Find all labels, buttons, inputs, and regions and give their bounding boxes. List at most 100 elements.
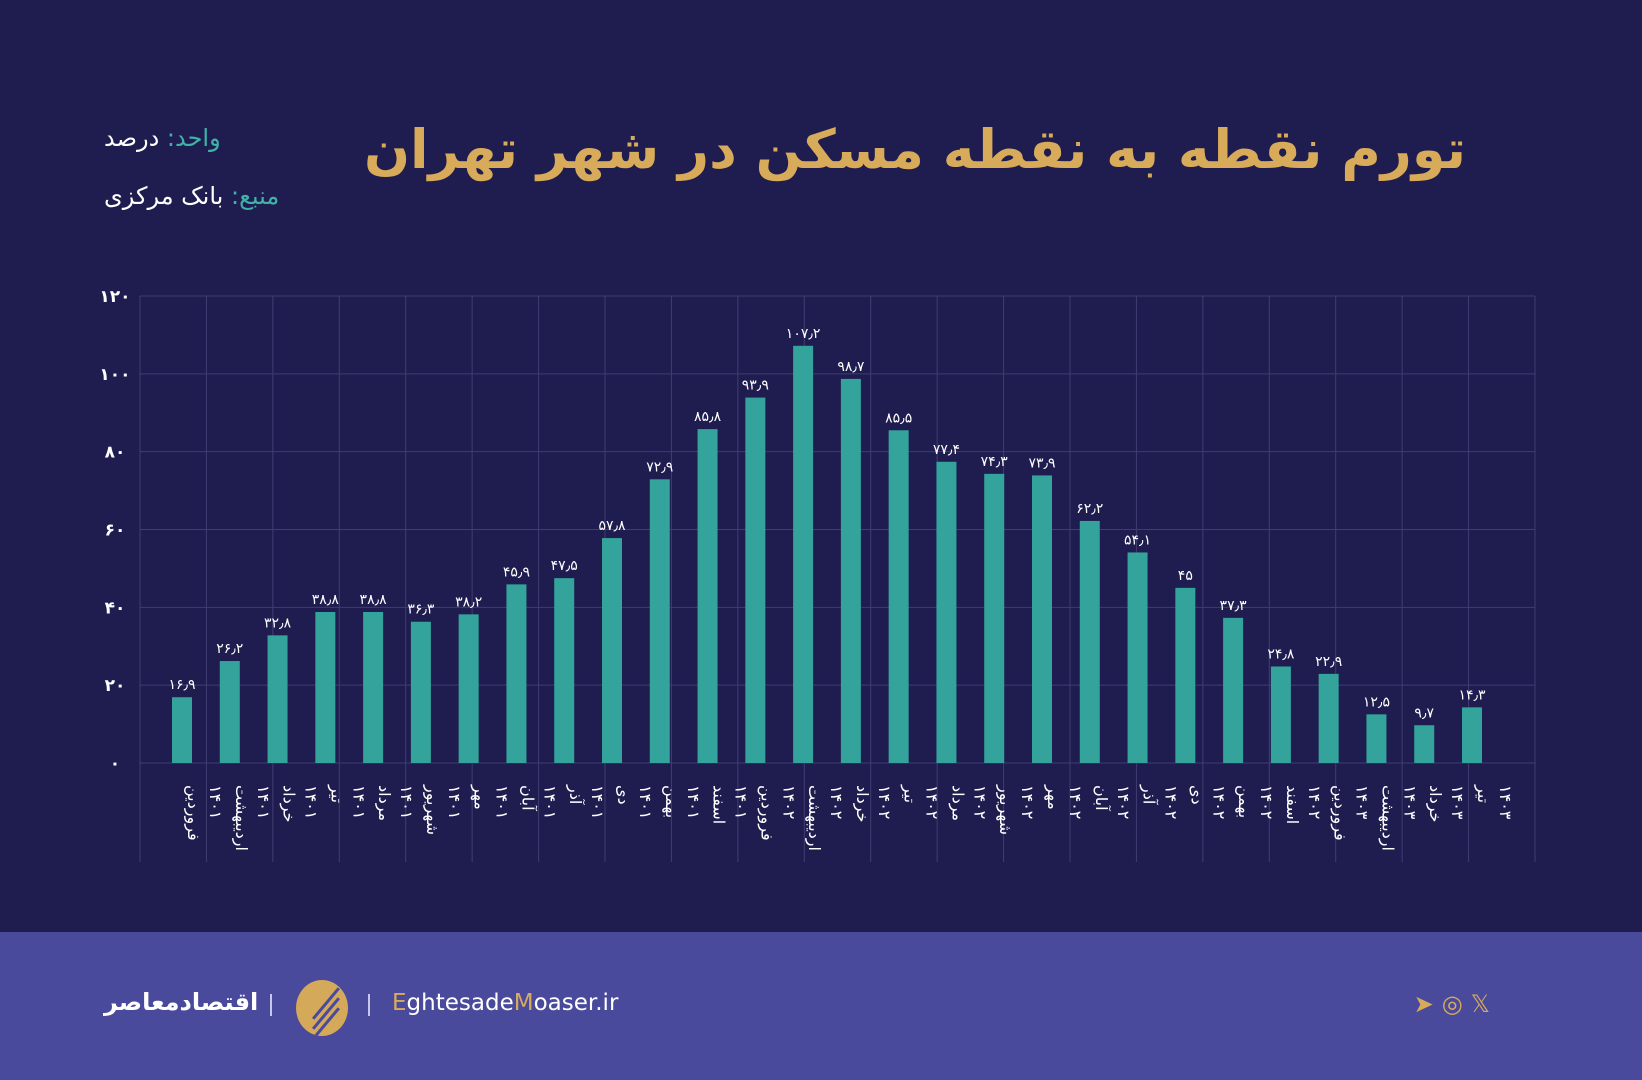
social-links: ➤ ◎ 𝕏 [1414,990,1490,1018]
bar [458,614,479,763]
data-label: ۷۲٫۹ [646,459,673,475]
x-tick-label: تیر ۱۴۰۲ [900,784,942,819]
x-tick-month: مرداد [947,785,967,821]
x-tick-month: اردیبهشت [231,785,251,851]
instagram-icon[interactable]: ◎ [1441,990,1463,1018]
y-tick-label: ۰ [110,754,120,774]
x-tick-month: خرداد [852,785,872,822]
unit-label: واحد: درصد [104,124,221,152]
divider [368,994,370,1016]
x-tick-label: دی ۱۴۰۱ [614,785,655,819]
x-tick-year: ۱۴۰۲ [1257,785,1276,819]
x-tick-year: ۱۴۰۲ [1066,785,1085,819]
brand-name: اقتصادمعاصر [104,988,259,1016]
bar [697,429,718,763]
bar [410,621,431,763]
x-tick-label: اسفند ۱۴۰۲ [1283,785,1324,824]
data-label: ۴۷٫۵ [551,558,578,574]
bar [363,612,384,763]
x-tick-month: تیر [1473,784,1493,803]
x-tick-month: آبان [1092,785,1111,812]
data-label: ۴۵ [1178,568,1193,584]
bar [219,661,240,763]
x-tick-year: ۱۴۰۱ [397,785,416,819]
x-tick-year: ۱۴۰۲ [1209,785,1228,819]
x-tick-year: ۱۴۰۲ [1162,785,1181,819]
bar [602,538,622,763]
bar [1270,666,1291,763]
data-label: ۹٫۷ [1414,705,1434,721]
x-tick-year: ۱۴۰۱ [302,785,321,819]
bar [1414,725,1435,763]
x-tick-label: آذر ۱۴۰۱ [565,784,607,819]
x-tick-month: فروردین [1330,785,1350,841]
bar [1318,673,1339,763]
x-icon[interactable]: 𝕏 [1470,990,1490,1018]
x-tick-month: فروردین [183,785,203,841]
x-tick-label: فروردین ۱۴۰۳ [1330,785,1372,841]
bar [315,612,336,763]
data-label: ۸۵٫۵ [885,410,912,426]
y-tick-label: ۶۰ [105,521,126,541]
x-tick-month: فروردین [756,785,776,841]
data-label: ۷۴٫۳ [981,454,1009,470]
y-tick-label: ۲۰ [105,676,126,696]
x-tick-month: آبان [518,785,537,812]
data-label: ۱۴٫۳ [1458,687,1486,703]
source-value: بانک مرکزی [104,182,224,210]
x-tick-year: ۱۴۰۱ [254,785,273,819]
x-tick-year: ۱۴۰۱ [684,785,703,819]
x-tick-year: ۱۴۰۱ [588,785,607,819]
x-tick-month: بهمن [661,785,681,818]
data-label: ۶۲٫۲ [1076,501,1103,517]
x-tick-label: دی ۱۴۰۲ [1187,785,1228,819]
data-label: ۳۸٫۸ [360,592,388,608]
x-tick-label: اردیبهشت ۱۴۰۳ [1377,785,1419,851]
unit-key: واحد: [166,124,221,152]
x-tick-year: ۱۴۰۲ [1305,785,1324,819]
data-label: ۷۳٫۹ [1028,455,1055,471]
x-tick-month: خرداد [1425,785,1445,822]
data-label: ۴۵٫۹ [503,564,530,580]
x-tick-year: ۱۴۰۳ [1353,785,1372,820]
x-tick-year: ۱۴۰۳ [1496,785,1515,820]
bar [1127,552,1148,763]
x-tick-year: ۱۴۰۱ [206,785,225,819]
x-tick-label: مرداد ۱۴۰۱ [374,785,416,821]
x-tick-month: دی [1187,785,1206,805]
bar [1462,707,1482,763]
x-tick-month: دی [614,785,633,805]
x-tick-label: آذر ۱۴۰۲ [1139,784,1181,819]
x-tick-label: مهر ۱۴۰۱ [470,784,512,819]
x-tick-month: اردیبهشت [804,785,824,851]
x-tick-year: ۱۴۰۱ [349,785,368,819]
footer: اقتصادمعاصر EghtesadeMoaser.ir ➤ ◎ 𝕏 [0,932,1642,1080]
x-tick-month: تیر [900,784,920,803]
chart-title: تورم نقطه به نقطه مسکن در شهر تهران [363,118,1466,181]
data-label: ۲۲٫۹ [1315,654,1342,670]
x-tick-label: اسفند ۱۴۰۱ [710,785,751,824]
x-tick-month: اسفند [1283,785,1302,824]
x-tick-label: آبان ۱۴۰۱ [518,785,559,819]
x-tick-month: تیر [326,784,346,803]
data-label: ۳۸٫۲ [455,594,482,610]
bar [649,479,670,763]
telegram-icon[interactable]: ➤ [1413,990,1434,1018]
bar [554,578,575,763]
y-tick-label: ۴۰ [105,598,126,618]
x-tick-month: شهریور [422,784,442,835]
bar [1032,475,1052,763]
website-link[interactable]: EghtesadeMoaser.ir [392,990,619,1016]
bar [793,345,814,763]
bar [745,397,766,763]
x-tick-month: بهمن [1234,785,1254,818]
x-tick-label: اردیبهشت ۱۴۰۱ [231,785,273,851]
data-label: ۳۸٫۸ [312,592,340,608]
source-label: منبع: بانک مرکزی [104,182,279,210]
x-tick-year: ۱۴۰۲ [779,785,798,819]
data-label: ۲۴٫۸ [1267,646,1295,662]
x-tick-month: مهر [1043,784,1063,810]
x-tick-label: فروردین ۱۴۰۲ [756,785,798,841]
divider [270,994,272,1016]
